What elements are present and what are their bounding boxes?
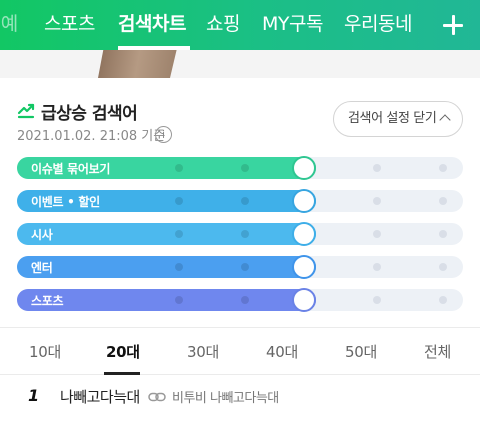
fill-dot <box>241 263 249 271</box>
age-tab-20s[interactable]: 20대 <box>106 343 140 361</box>
slider-fill <box>17 157 316 179</box>
nav-tab-sports[interactable]: 스포츠 <box>44 13 95 35</box>
slider-fill <box>17 223 316 245</box>
nav-tab-shopping[interactable]: 쇼핑 <box>206 13 240 35</box>
slider-fill <box>17 256 316 278</box>
fill-dot <box>175 164 183 172</box>
fill-dot <box>175 263 183 271</box>
close-keyword-settings-button[interactable]: 검색어 설정 닫기 <box>333 101 463 137</box>
track-dot <box>373 263 381 271</box>
slider-knob[interactable] <box>292 156 316 180</box>
plus-icon[interactable] <box>442 14 464 36</box>
filter-label: 시사 <box>31 228 53 242</box>
fill-dot <box>175 197 183 205</box>
nav-tab-entertainment[interactable]: l예 <box>0 13 18 35</box>
track-dot <box>439 230 447 238</box>
filter-label: 이벤트 • 할인 <box>31 195 100 209</box>
age-tab-40s[interactable]: 40대 <box>266 343 298 361</box>
link-icon <box>148 392 166 402</box>
age-tab-underline <box>104 372 140 375</box>
age-tab-10s[interactable]: 10대 <box>29 343 61 361</box>
nav-tab-my-subscribe[interactable]: MY구독 <box>262 13 323 35</box>
rank-number: 1 <box>28 386 40 405</box>
track-dot <box>373 296 381 304</box>
fill-dot <box>175 230 183 238</box>
fill-dot <box>241 230 249 238</box>
filter-event-discount[interactable]: 이벤트 • 할인 <box>17 189 463 213</box>
info-icon[interactable]: i <box>155 126 172 143</box>
rank-keyword[interactable]: 나빼고다늑대 <box>60 388 140 406</box>
filter-label: 이슈별 묶어보기 <box>31 162 111 176</box>
track-dot <box>373 197 381 205</box>
rank-related-keyword[interactable]: 비투비 나빼고다늑대 <box>172 391 279 406</box>
age-tab-30s[interactable]: 30대 <box>187 343 219 361</box>
fill-dot <box>241 296 249 304</box>
fill-dot <box>241 197 249 205</box>
track-dot <box>439 263 447 271</box>
filter-entertainment[interactable]: 엔터 <box>17 255 463 279</box>
slider-knob[interactable] <box>292 288 316 312</box>
filter-label: 스포츠 <box>31 294 64 308</box>
section-title: 급상승 검색어 <box>41 104 138 124</box>
filter-sports[interactable]: 스포츠 <box>17 288 463 312</box>
nav-tab-search-chart[interactable]: 검색차트 <box>118 13 186 35</box>
banner-image-strip[interactable] <box>0 50 480 78</box>
filter-label: 엔터 <box>31 261 53 275</box>
age-tab-50s[interactable]: 50대 <box>345 343 377 361</box>
fill-dot <box>175 296 183 304</box>
trending-up-icon <box>17 103 35 119</box>
slider-fill <box>17 289 316 311</box>
slider-fill <box>17 190 316 212</box>
settings-button-label: 검색어 설정 닫기 <box>348 111 437 126</box>
timestamp: 2021.01.02. 21:08 기준 <box>17 129 166 144</box>
slider-knob[interactable] <box>292 255 316 279</box>
track-dot <box>439 164 447 172</box>
ranking-row[interactable]: 1 나빼고다늑대 비투비 나빼고다늑대 <box>0 375 480 419</box>
banner-image <box>98 50 178 78</box>
track-dot <box>439 197 447 205</box>
fill-dot <box>241 164 249 172</box>
top-nav: l예 스포츠 검색차트 쇼핑 MY구독 우리동네 <box>0 0 480 50</box>
age-tabs: 10대 20대 30대 40대 50대 전체 <box>0 327 480 375</box>
age-tab-all[interactable]: 전체 <box>424 343 452 361</box>
track-dot <box>439 296 447 304</box>
track-dot <box>373 164 381 172</box>
slider-knob[interactable] <box>292 189 316 213</box>
active-tab-underline <box>118 46 190 50</box>
slider-knob[interactable] <box>292 222 316 246</box>
filter-politics[interactable]: 시사 <box>17 222 463 246</box>
nav-tab-neighborhood[interactable]: 우리동네 <box>344 13 412 35</box>
track-dot <box>373 230 381 238</box>
chevron-up-icon <box>439 114 451 126</box>
filter-issue-group[interactable]: 이슈별 묶어보기 <box>17 156 463 180</box>
